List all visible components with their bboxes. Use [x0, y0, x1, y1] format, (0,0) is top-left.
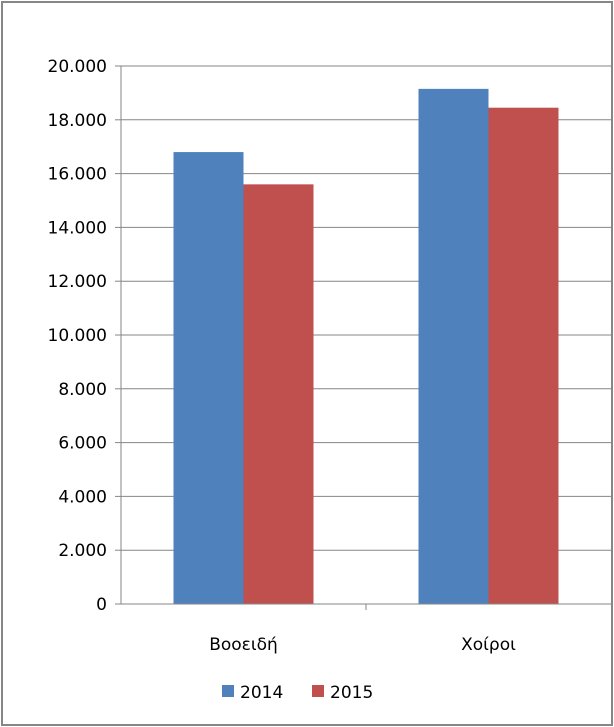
- y-tick-label: 2.000: [58, 541, 107, 561]
- legend: 2014 2015: [222, 683, 373, 703]
- legend-label-2014: 2014: [240, 683, 283, 703]
- y-tick-label: 10.000: [48, 326, 107, 346]
- bar-2014-2: [418, 88, 489, 605]
- bar-chart: 0 2.000 4.000 6.000 8.000 10.000 12.000 14.000 1…: [48, 57, 611, 703]
- y-tick-label: 16.000: [48, 165, 107, 185]
- axes: [120, 66, 611, 610]
- y-tick-label: 20.000: [48, 57, 107, 77]
- x-category-labels: Βοοειδή Χοίροι: [209, 635, 516, 655]
- x-category-label: Βοοειδή: [209, 635, 278, 655]
- y-tick-label: 6.000: [58, 434, 107, 454]
- bar-2014-1: [173, 152, 244, 604]
- legend-label-2015: 2015: [330, 683, 373, 703]
- x-category-label: Χοίροι: [461, 635, 516, 655]
- y-tick-label: 8.000: [58, 380, 107, 400]
- y-tick-label: 12.000: [48, 272, 107, 292]
- y-tick-label: 0: [96, 595, 107, 615]
- bar-2015-2: [488, 107, 559, 604]
- legend-swatch-2015: [312, 685, 324, 697]
- y-tick-label: 18.000: [48, 111, 107, 131]
- bar-2015-1: [243, 184, 314, 605]
- y-tick-label: 14.000: [48, 218, 107, 238]
- legend-swatch-2014: [222, 685, 234, 697]
- y-tick-label: 4.000: [58, 487, 107, 507]
- y-tick-labels: 0 2.000 4.000 6.000 8.000 10.000 12.000 14.000 1…: [48, 57, 107, 615]
- bars: [173, 88, 559, 605]
